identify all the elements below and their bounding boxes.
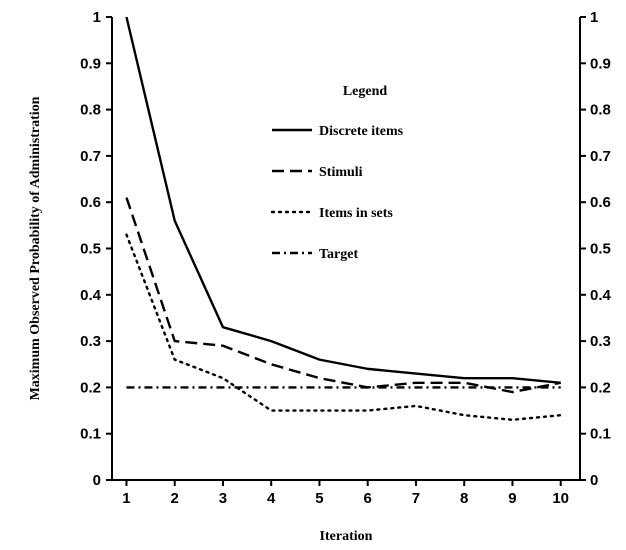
y-tick-label-right: 0.7 [590, 148, 611, 165]
y-tick-label-right: 0.1 [590, 426, 611, 443]
data-point-target [560, 387, 562, 389]
data-point-items-in-sets [174, 359, 176, 361]
y-tick-label-right: 1 [590, 9, 598, 26]
y-tick-label-right: 0.2 [590, 379, 611, 396]
data-point-items-in-sets [222, 377, 224, 379]
data-point-target [512, 387, 514, 389]
y-tick-label-right: 0.9 [590, 55, 611, 72]
y-tick-label-left: 0 [93, 472, 101, 489]
data-point-stimuli [222, 345, 224, 347]
data-point-stimuli [512, 391, 514, 393]
x-tick-label: 7 [412, 490, 420, 507]
data-point-items-in-sets [126, 234, 128, 236]
x-tick-label: 4 [267, 490, 276, 507]
data-point-target [463, 387, 465, 389]
x-tick-label: 10 [552, 490, 569, 507]
data-point-items-in-sets [270, 410, 272, 412]
y-tick-label-left: 0.2 [80, 379, 101, 396]
data-point-discrete-items [367, 368, 369, 370]
data-point-items-in-sets [463, 414, 465, 416]
data-point-discrete-items [126, 16, 128, 18]
x-tick-label: 9 [508, 490, 516, 507]
y-axis-title: Maximum Observed Probability of Administ… [28, 96, 43, 400]
data-point-target [415, 387, 417, 389]
series-group [125, 16, 562, 422]
y-tick-label-right: 0.5 [590, 241, 611, 258]
data-point-items-in-sets [512, 419, 514, 421]
y-tick-label-right: 0.4 [590, 287, 612, 304]
data-point-items-in-sets [415, 405, 417, 407]
axes-group: 0 0 0.1 0.1 0.2 0.2 0.3 0.3 0.4 0.4 0.5 0.5 0.6 0.6 0.… [80, 9, 611, 507]
y-tick-label-right: 0.6 [590, 194, 611, 211]
data-point-discrete-items [319, 359, 321, 361]
y-tick-label-left: 0.1 [80, 426, 101, 443]
data-point-stimuli [319, 377, 321, 379]
y-tick-label-left: 1 [93, 9, 101, 26]
data-point-discrete-items [222, 326, 224, 328]
data-point-discrete-items [463, 377, 465, 379]
y-tick-label-left: 0.3 [80, 333, 101, 350]
data-point-stimuli [463, 382, 465, 384]
y-tick-label-left: 0.9 [80, 55, 101, 72]
data-point-discrete-items [270, 340, 272, 342]
data-point-target [222, 387, 224, 389]
legend-label-stimuli: Stimuli [319, 165, 363, 180]
x-tick-label: 8 [460, 490, 468, 507]
y-tick-label-left: 0.7 [80, 148, 101, 165]
data-point-stimuli [560, 382, 562, 384]
data-point-stimuli [174, 340, 176, 342]
data-point-target [319, 387, 321, 389]
data-point-target [270, 387, 272, 389]
y-tick-label-left: 0.4 [80, 287, 102, 304]
x-tick-label: 2 [171, 490, 179, 507]
data-point-items-in-sets [319, 410, 321, 412]
legend-label-target: Target [319, 247, 358, 262]
x-tick-label: 1 [122, 490, 130, 507]
data-point-stimuli [270, 363, 272, 365]
legend-label-items-in-sets: Items in sets [319, 206, 393, 221]
data-point-items-in-sets [367, 410, 369, 412]
legend: Legend Discrete items Stimuli Items in sets… [270, 84, 404, 262]
x-tick-label: 5 [315, 490, 323, 507]
x-tick-label: 6 [364, 490, 372, 507]
data-point-items-in-sets [560, 414, 562, 416]
legend-label-discrete-items: Discrete items [319, 124, 404, 139]
data-point-stimuli [126, 197, 128, 199]
data-point-discrete-items [415, 373, 417, 375]
legend-title: Legend [343, 84, 388, 99]
y-tick-label-right: 0.3 [590, 333, 611, 350]
series-line-discrete-items [125, 16, 561, 384]
data-point-target [367, 387, 369, 389]
data-point-discrete-items [174, 220, 176, 222]
series-line-stimuli [125, 197, 561, 394]
y-tick-label-left: 0.5 [80, 241, 101, 258]
y-tick-label-left: 0.8 [80, 102, 101, 119]
y-tick-label-left: 0.6 [80, 194, 101, 211]
series-line-items-in-sets [125, 233, 562, 422]
data-point-target [126, 387, 128, 389]
data-point-target [174, 387, 176, 389]
y-tick-label-right: 0.8 [590, 102, 611, 119]
y-tick-label-right: 0 [590, 472, 598, 489]
data-point-discrete-items [512, 377, 514, 379]
x-axis-title: Iteration [320, 529, 373, 544]
x-tick-label: 3 [219, 490, 227, 507]
data-point-stimuli [415, 382, 417, 384]
